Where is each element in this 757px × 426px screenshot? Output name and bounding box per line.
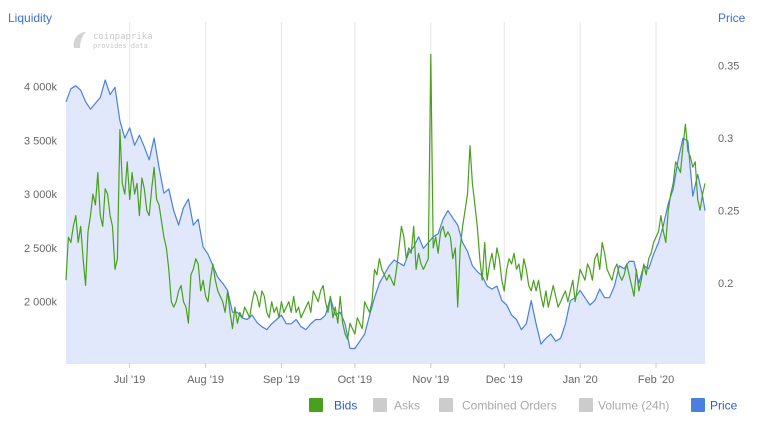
coinpaprika-watermark: coinpaprika provides data xyxy=(73,32,153,50)
watermark-line-1: coinpaprika xyxy=(93,32,153,42)
legend-item-volume-24h[interactable]: Volume (24h) xyxy=(579,398,669,413)
right-tick-label: 0.3 xyxy=(718,133,733,145)
x-tick-label: Aug '19 xyxy=(187,374,224,386)
x-tick-label: Oct '19 xyxy=(338,374,373,386)
x-tick-label: Nov '19 xyxy=(412,374,449,386)
watermark-line-2: provides data xyxy=(93,42,148,50)
legend-swatch xyxy=(579,398,593,412)
left-tick-label: 4 000k xyxy=(24,82,58,94)
x-tick-label: Jul '19 xyxy=(114,374,145,386)
pepper-logo-icon xyxy=(73,32,86,48)
legend: Bids Asks Combined Orders Volume (24h) Price xyxy=(309,398,738,413)
left-tick-label: 3 500k xyxy=(24,135,58,147)
legend-label: Volume (24h) xyxy=(598,399,669,413)
right-axis-ticks: 0.2 0.25 0.3 0.35 xyxy=(718,61,739,291)
right-tick-label: 0.35 xyxy=(718,61,739,73)
left-tick-label: 2 000k xyxy=(24,297,58,309)
legend-item-bids[interactable]: Bids xyxy=(309,398,357,413)
right-axis-title: Price xyxy=(718,11,746,25)
price-area xyxy=(66,80,705,363)
left-axis-ticks: 2 000k 2 500k 3 000k 3 500k 4 000k xyxy=(24,82,58,309)
left-tick-label: 3 000k xyxy=(24,189,58,201)
legend-swatch xyxy=(439,398,453,412)
price-series-line xyxy=(65,79,706,350)
legend-label: Asks xyxy=(394,399,420,413)
right-tick-label: 0.2 xyxy=(718,278,733,290)
bids-series-line xyxy=(65,53,706,340)
legend-swatch xyxy=(691,398,705,412)
right-tick-label: 0.25 xyxy=(718,206,739,218)
x-axis-ticks: Jul '19 Aug '19 Sep '19 Oct '19 Nov '19 Dec '… xyxy=(114,363,674,386)
x-tick-label: Feb '20 xyxy=(638,374,674,386)
x-tick-label: Dec '19 xyxy=(486,374,523,386)
legend-swatch xyxy=(373,398,387,412)
left-axis-title: Liquidity xyxy=(8,11,52,25)
series-layer xyxy=(65,53,706,363)
legend-label: Price xyxy=(710,399,738,413)
legend-item-combined-orders[interactable]: Combined Orders xyxy=(439,398,557,413)
legend-item-asks[interactable]: Asks xyxy=(373,398,420,413)
legend-label: Combined Orders xyxy=(462,399,557,413)
legend-label: Bids xyxy=(334,399,357,413)
legend-item-price[interactable]: Price xyxy=(691,398,738,413)
x-tick-label: Jan '20 xyxy=(563,374,598,386)
x-tick-label: Sep '19 xyxy=(263,374,300,386)
legend-swatch xyxy=(309,398,323,412)
left-tick-label: 2 500k xyxy=(24,243,58,255)
